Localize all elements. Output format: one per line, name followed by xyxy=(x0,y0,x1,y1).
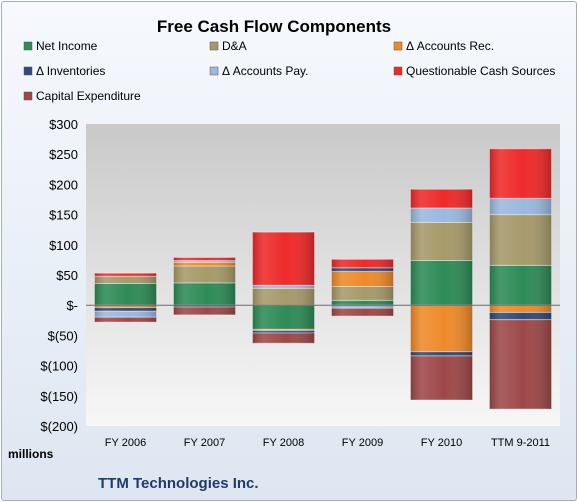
bar-segment-shading xyxy=(252,332,315,344)
chart-title: Free Cash Flow Components xyxy=(157,17,391,36)
legend-item-net-income: Net Income xyxy=(23,39,98,53)
legend-item-capital-expenditure: Capital Expenditure xyxy=(23,89,141,103)
y-tick-label: $- xyxy=(66,298,78,313)
bar-segment-shading xyxy=(94,283,157,306)
bar-segment-shading xyxy=(173,265,236,283)
bar-segment-shading xyxy=(331,271,394,287)
bar-segment-shading xyxy=(331,267,394,272)
legend-swatch xyxy=(23,41,33,51)
bar-segment-shading xyxy=(94,311,157,318)
bar-stack-fy-2009 xyxy=(331,258,394,317)
bar-segment-shading xyxy=(410,351,473,356)
y-axis-label: millions xyxy=(8,447,54,461)
company-footer: TTM Technologies Inc. xyxy=(98,475,259,492)
legend-swatch xyxy=(393,41,403,51)
bar-segment-shading xyxy=(94,307,157,312)
bar-segment-shading xyxy=(94,273,157,277)
y-tick-label: $100 xyxy=(49,238,78,253)
y-tick-label: $(50) xyxy=(48,328,78,343)
x-tick-label: FY 2007 xyxy=(184,437,225,449)
bar-segment-shading xyxy=(331,308,394,317)
bar-stack-fy-2008 xyxy=(252,231,315,344)
y-tick-label: $300 xyxy=(49,117,78,132)
bar-segment-shading xyxy=(252,232,315,286)
legend-label: Capital Expenditure xyxy=(36,89,141,103)
bar-segment-shading xyxy=(489,214,552,266)
x-tick-label: TTM 9-2011 xyxy=(491,437,550,449)
legend-label: Δ Inventories xyxy=(36,64,105,78)
x-tick-label: FY 2008 xyxy=(263,437,304,449)
y-tick-label: $(150) xyxy=(40,389,78,404)
legend-swatch xyxy=(23,91,33,101)
bar-segment-shading xyxy=(173,257,236,261)
x-tick-label: FY 2009 xyxy=(342,437,383,449)
bar-stack-fy-2007 xyxy=(173,256,236,316)
x-axis: FY 2006 FY 2007 FY 2008 FY 2009 FY 2010 TTM 9… xyxy=(105,437,550,449)
legend-swatch xyxy=(209,41,219,51)
bar-segment-shading xyxy=(410,189,473,208)
bar-segment-shading xyxy=(489,319,552,410)
bar-segment-shading xyxy=(252,288,315,306)
y-tick-label: $(200) xyxy=(40,419,78,434)
legend: Net Income D&A Δ Accounts Rec. Δ Inventorie… xyxy=(23,39,555,103)
bar-segment-shading xyxy=(489,305,552,313)
bar-segment-shading xyxy=(410,305,473,352)
legend-label: Net Income xyxy=(36,39,98,53)
bar-segment-shading xyxy=(331,305,394,309)
y-tick-label: $(100) xyxy=(40,359,78,374)
plot-area xyxy=(86,124,560,426)
bar-segment-shading xyxy=(173,307,236,315)
y-tick-label: $200 xyxy=(49,177,78,192)
bar-stack-fy-2006 xyxy=(94,272,157,323)
bar-segment-shading xyxy=(489,198,552,215)
bar-segment-shading xyxy=(173,305,236,308)
bar-segment-shading xyxy=(331,286,394,301)
bar-segment-shading xyxy=(252,329,315,331)
bar-segment-shading xyxy=(94,276,157,284)
bar-segment-shading xyxy=(331,300,394,306)
bar-stack-ttm-9-2011 xyxy=(489,148,552,410)
bar-segment-shading xyxy=(94,305,157,308)
legend-item-inventories: Δ Inventories xyxy=(23,64,105,78)
bar-segment-shading xyxy=(173,282,236,306)
y-axis: $(200) $(150) $(100) $(50) $- $50 $100 $150 $200… xyxy=(40,117,78,434)
legend-label: Δ Accounts Rec. xyxy=(406,39,494,53)
bar-segment-shading xyxy=(252,285,315,289)
legend-item-d-a: D&A xyxy=(209,39,247,53)
legend-item-accounts-pay: Δ Accounts Pay. xyxy=(209,64,309,78)
bar-segment-shading xyxy=(489,148,552,199)
legend-item-accounts-rec: Δ Accounts Rec. xyxy=(393,39,494,53)
y-tick-label: $50 xyxy=(56,268,78,283)
x-tick-label: FY 2010 xyxy=(421,437,462,449)
legend-label: Questionable Cash Sources xyxy=(406,64,555,78)
bar-segment-shading xyxy=(173,262,236,266)
bars xyxy=(94,148,552,410)
bar-segment-shading xyxy=(410,222,473,261)
bar-segment-shading xyxy=(252,330,315,333)
x-tick-label: FY 2006 xyxy=(105,437,146,449)
bar-stack-fy-2010 xyxy=(410,188,473,401)
legend-label: Δ Accounts Pay. xyxy=(222,64,309,78)
y-tick-label: $150 xyxy=(49,208,78,223)
y-tick-label: $250 xyxy=(49,147,78,162)
bar-segment-shading xyxy=(410,355,473,401)
bar-segment-shading xyxy=(94,317,157,323)
bar-segment-shading xyxy=(252,305,315,330)
bar-segment-shading xyxy=(489,312,552,320)
bar-segment-shading xyxy=(331,259,394,268)
legend-swatch xyxy=(23,66,33,76)
legend-item-questionable-cash-sources: Questionable Cash Sources xyxy=(393,64,555,78)
bar-segment-shading xyxy=(173,260,236,263)
legend-swatch xyxy=(393,66,403,76)
legend-label: D&A xyxy=(222,39,247,53)
bar-segment-shading xyxy=(410,260,473,306)
bar-segment-shading xyxy=(489,265,552,306)
legend-swatch xyxy=(209,66,219,76)
bar-segment-shading xyxy=(410,207,473,223)
